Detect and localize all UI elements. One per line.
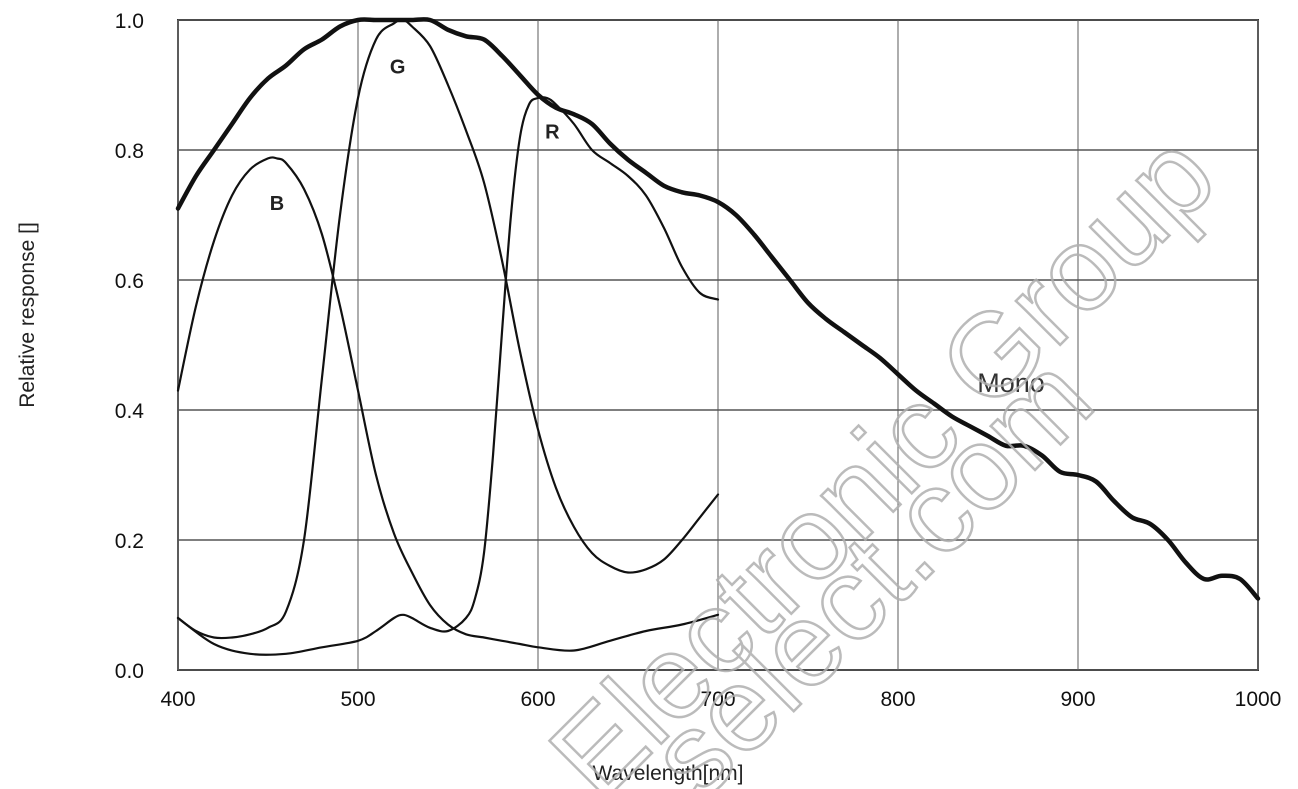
series-label-g: G (390, 57, 406, 79)
chart-series-labels: Mono B G R (270, 57, 1045, 399)
y-tick-label: 0.4 (115, 400, 145, 423)
watermark: Electronic Group select.com (524, 107, 1241, 789)
y-tick-label: 1.0 (115, 10, 144, 33)
y-tick-label: 0.0 (115, 660, 144, 683)
x-tick-label: 500 (340, 688, 375, 711)
series-label-b: B (270, 193, 284, 215)
x-tick-label: 900 (1060, 688, 1095, 711)
x-axis-label: Wavelength[nm] (593, 762, 744, 785)
y-tick-label: 0.8 (115, 140, 144, 163)
x-tick-label: 700 (700, 688, 735, 711)
x-tick-label: 800 (880, 688, 915, 711)
y-axis-label: Relative response [] (16, 222, 39, 408)
watermark-line-1: Electronic Group (525, 109, 1240, 789)
series-label-r: R (545, 122, 560, 144)
series-line-b (176, 156, 720, 652)
x-tick-label: 1000 (1235, 688, 1282, 711)
series-line-r (176, 96, 720, 656)
chart-tick-labels: 400 500 600 700 800 900 1000 0.0 0.2 0.4 0.6 0.8 1.0 (115, 10, 1282, 711)
x-tick-label: 600 (520, 688, 555, 711)
series-label-mono: Mono (977, 368, 1045, 398)
series-line-g (176, 18, 720, 640)
y-tick-label: 0.2 (115, 530, 144, 553)
y-tick-label: 0.6 (115, 270, 144, 293)
chart-curves (175, 17, 1261, 656)
x-tick-label: 400 (160, 688, 195, 711)
series-line-mono (175, 17, 1261, 601)
